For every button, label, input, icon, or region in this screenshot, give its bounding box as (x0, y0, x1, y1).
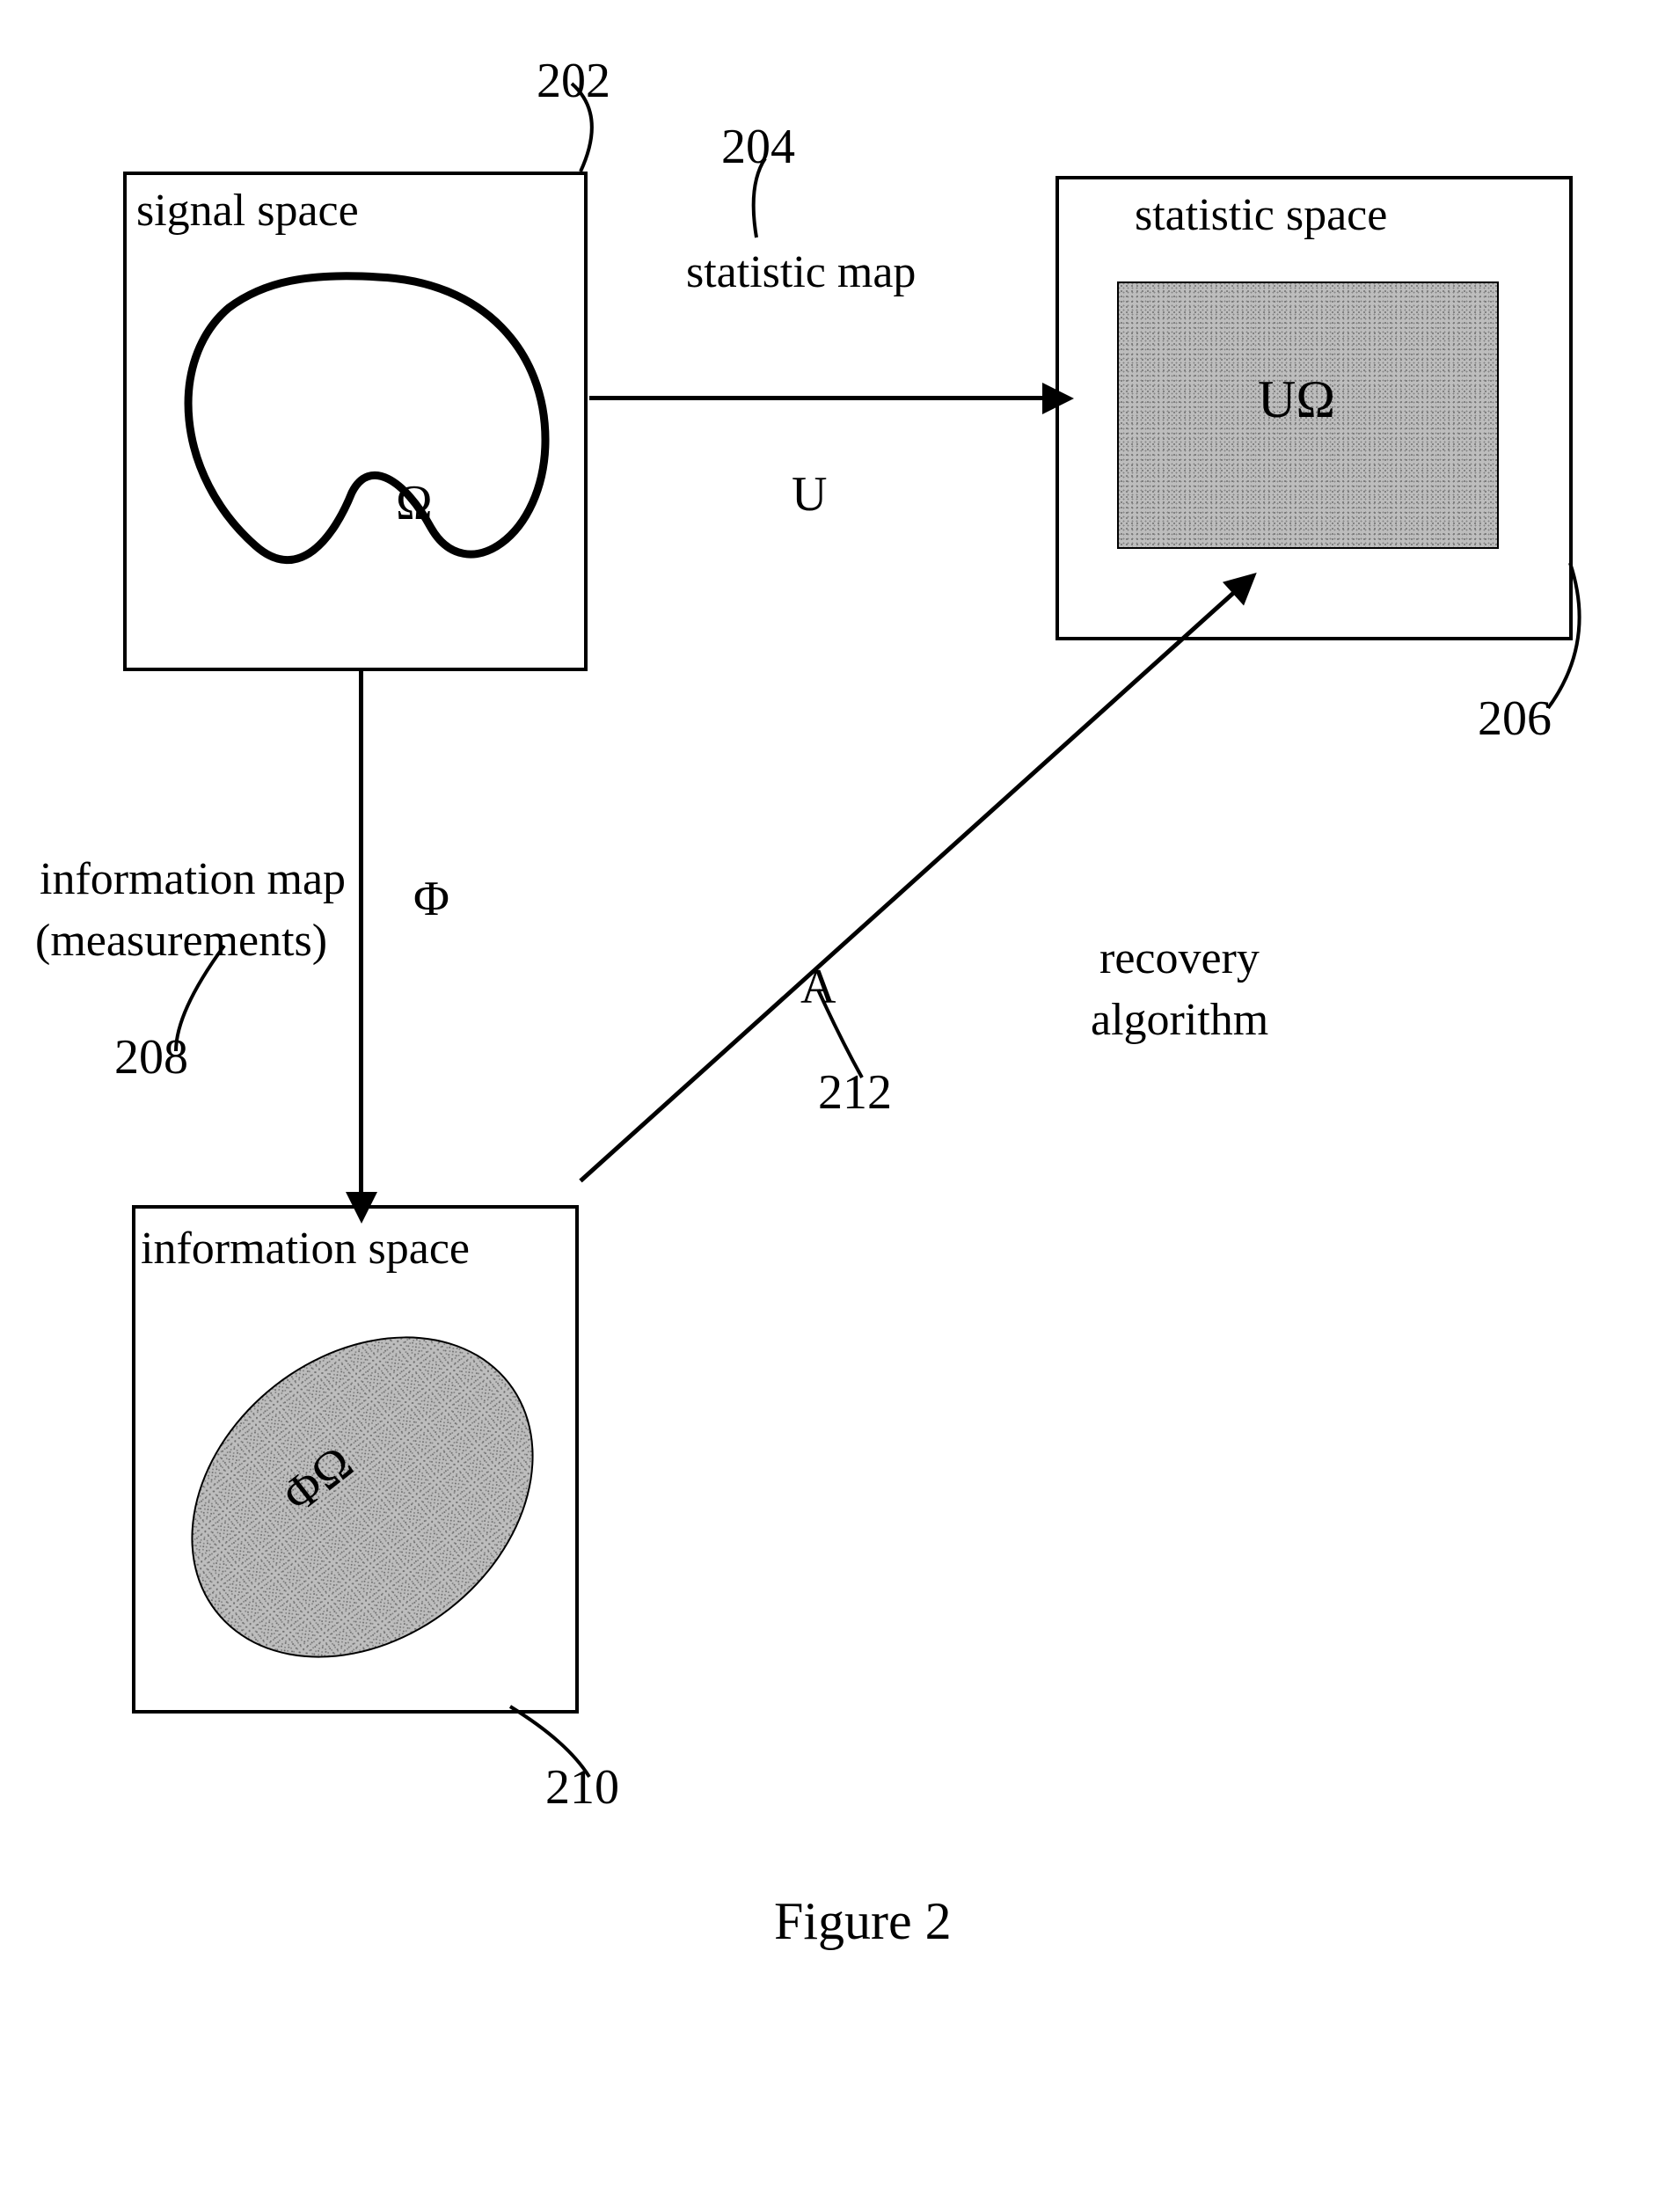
signal-blob-label: Ω (396, 475, 433, 531)
label-statistic-map: statistic map (686, 246, 916, 298)
ref-202: 202 (537, 53, 610, 109)
figure-2: signal space Ω statistic space UΩ inform… (0, 0, 1680, 2185)
arrow-u-head-icon (1042, 383, 1074, 414)
figure-caption: Figure 2 (774, 1891, 952, 1952)
symbol-a: A (800, 959, 836, 1015)
arrow-a-line (579, 591, 1235, 1183)
statistic-inner-label: UΩ (1258, 369, 1335, 430)
arrow-phi (359, 669, 363, 1196)
arrow-phi-head-icon (346, 1192, 377, 1224)
ref-208: 208 (114, 1029, 188, 1085)
arrow-u (589, 396, 1047, 400)
label-recovery-line1: recovery (1099, 932, 1260, 984)
signal-space-title: signal space (136, 185, 359, 237)
symbol-u: U (792, 466, 827, 522)
ref-212: 212 (818, 1064, 892, 1121)
information-space-title: information space (141, 1223, 470, 1275)
label-information-map-line2: (measurements) (35, 915, 327, 967)
label-information-map-line1: information map (40, 853, 346, 905)
ref-206: 206 (1478, 691, 1552, 747)
label-recovery-line2: algorithm (1091, 994, 1268, 1046)
statistic-space-title: statistic space (1135, 189, 1387, 241)
ref-210: 210 (545, 1759, 619, 1816)
signal-blob-shape (150, 255, 563, 642)
ref-204: 204 (721, 119, 795, 175)
symbol-phi: Φ (413, 871, 449, 927)
arrow-a (579, 567, 1261, 1183)
